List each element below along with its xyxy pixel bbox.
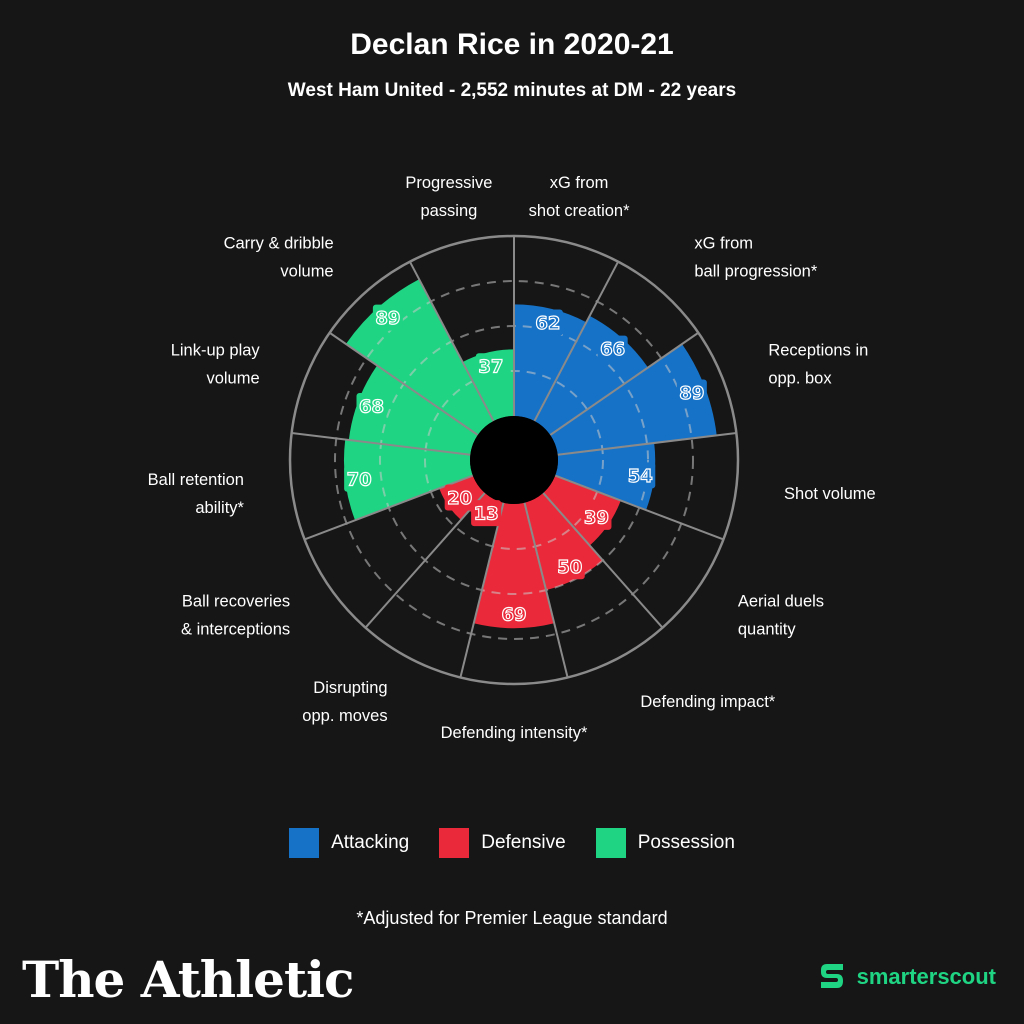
value-badge-1 bbox=[597, 335, 628, 362]
legend-item-defensive: Defensive bbox=[439, 828, 566, 858]
value-label-6: 69 bbox=[501, 605, 526, 626]
value-label-1: 66 bbox=[600, 339, 625, 360]
value-label-3: 54 bbox=[628, 466, 653, 487]
value-badge-5 bbox=[554, 553, 585, 580]
bar-6 bbox=[473, 502, 555, 629]
legend-label-possession: Possession bbox=[637, 832, 735, 853]
category-label-6: Defending intensity* bbox=[441, 724, 588, 742]
value-label-10: 68 bbox=[359, 396, 384, 417]
category-label-4: Aerial duels quantity bbox=[738, 593, 824, 639]
value-label-8: 20 bbox=[447, 488, 472, 509]
bar-9 bbox=[344, 439, 473, 521]
separator-3 bbox=[557, 432, 737, 456]
value-badge-10 bbox=[356, 392, 387, 419]
legend-swatch-possession bbox=[595, 828, 626, 858]
category-label-12: Progressive passing bbox=[405, 174, 492, 220]
category-label-1: xG from ball progression* bbox=[694, 234, 817, 280]
smarterscout-icon bbox=[820, 964, 843, 988]
legend-swatch-attacking bbox=[289, 828, 320, 858]
category-label-7: Disrupting opp. moves bbox=[302, 679, 387, 725]
legend-label-defensive: Defensive bbox=[481, 832, 566, 853]
footnote: *Adjusted for Premier League standard bbox=[356, 908, 668, 928]
bar-0 bbox=[514, 304, 587, 422]
value-badge-8 bbox=[444, 484, 475, 511]
legend: Attacking Defensive Possession bbox=[0, 828, 1024, 858]
legend-item-attacking: Attacking bbox=[289, 828, 409, 858]
legend-label-attacking: Attacking bbox=[331, 832, 410, 853]
value-label-9: 70 bbox=[347, 469, 372, 490]
value-badge-6 bbox=[499, 601, 529, 628]
separator-8 bbox=[364, 492, 486, 629]
category-label-5: Defending impact* bbox=[640, 693, 775, 711]
value-label-2: 89 bbox=[679, 383, 704, 404]
value-badge-0 bbox=[532, 309, 563, 336]
the-athletic-logo: The Athletic bbox=[22, 950, 354, 1009]
value-badge-7 bbox=[471, 500, 502, 527]
separator-6 bbox=[523, 502, 569, 678]
separator-2 bbox=[549, 331, 699, 436]
separator-11 bbox=[329, 331, 479, 436]
separator-7 bbox=[459, 502, 505, 678]
value-label-12: 37 bbox=[478, 357, 503, 378]
legend-item-possession: Possession bbox=[595, 828, 735, 858]
legend-swatch-defensive bbox=[439, 828, 470, 858]
smarterscout-logo: smarterscout bbox=[815, 960, 996, 994]
value-badge-4 bbox=[581, 503, 612, 530]
category-label-8: Ball recoveries & interceptions bbox=[181, 593, 290, 639]
value-label-11: 89 bbox=[375, 308, 400, 329]
value-badge-2 bbox=[676, 379, 707, 406]
separator-12 bbox=[409, 261, 495, 422]
value-badge-12 bbox=[475, 353, 506, 380]
bar-3 bbox=[555, 442, 656, 511]
separator-1 bbox=[533, 261, 619, 422]
value-badge-9 bbox=[344, 465, 375, 492]
separator-5 bbox=[542, 492, 664, 629]
category-label-3: Shot volume bbox=[784, 485, 876, 503]
smarterscout-wordmark: smarterscout bbox=[856, 964, 996, 989]
category-label-2: Receptions in opp. box bbox=[768, 342, 868, 388]
bar-2 bbox=[550, 344, 717, 455]
value-badge-3 bbox=[625, 462, 656, 489]
value-badge-11 bbox=[372, 304, 403, 331]
value-label-5: 50 bbox=[557, 557, 582, 578]
value-label-7: 13 bbox=[474, 504, 499, 525]
category-label-11: Carry & dribble volume bbox=[224, 234, 334, 280]
bar-10 bbox=[348, 365, 478, 455]
chart-subtitle: West Ham United - 2,552 minutes at DM - … bbox=[287, 80, 737, 101]
separator-9 bbox=[304, 474, 474, 541]
separator-10 bbox=[291, 432, 471, 456]
grid-circle-75 bbox=[334, 280, 694, 640]
category-label-0: xG from shot creation* bbox=[529, 174, 630, 220]
category-label-10: Link-up play volume bbox=[171, 342, 261, 388]
center-hole bbox=[470, 416, 558, 504]
separator-4 bbox=[554, 474, 724, 541]
value-label-0: 62 bbox=[535, 313, 560, 334]
chart-title: Declan Rice in 2020-21 bbox=[350, 28, 674, 61]
category-label-9: Ball retention ability* bbox=[148, 471, 245, 517]
value-label-4: 39 bbox=[584, 507, 609, 528]
